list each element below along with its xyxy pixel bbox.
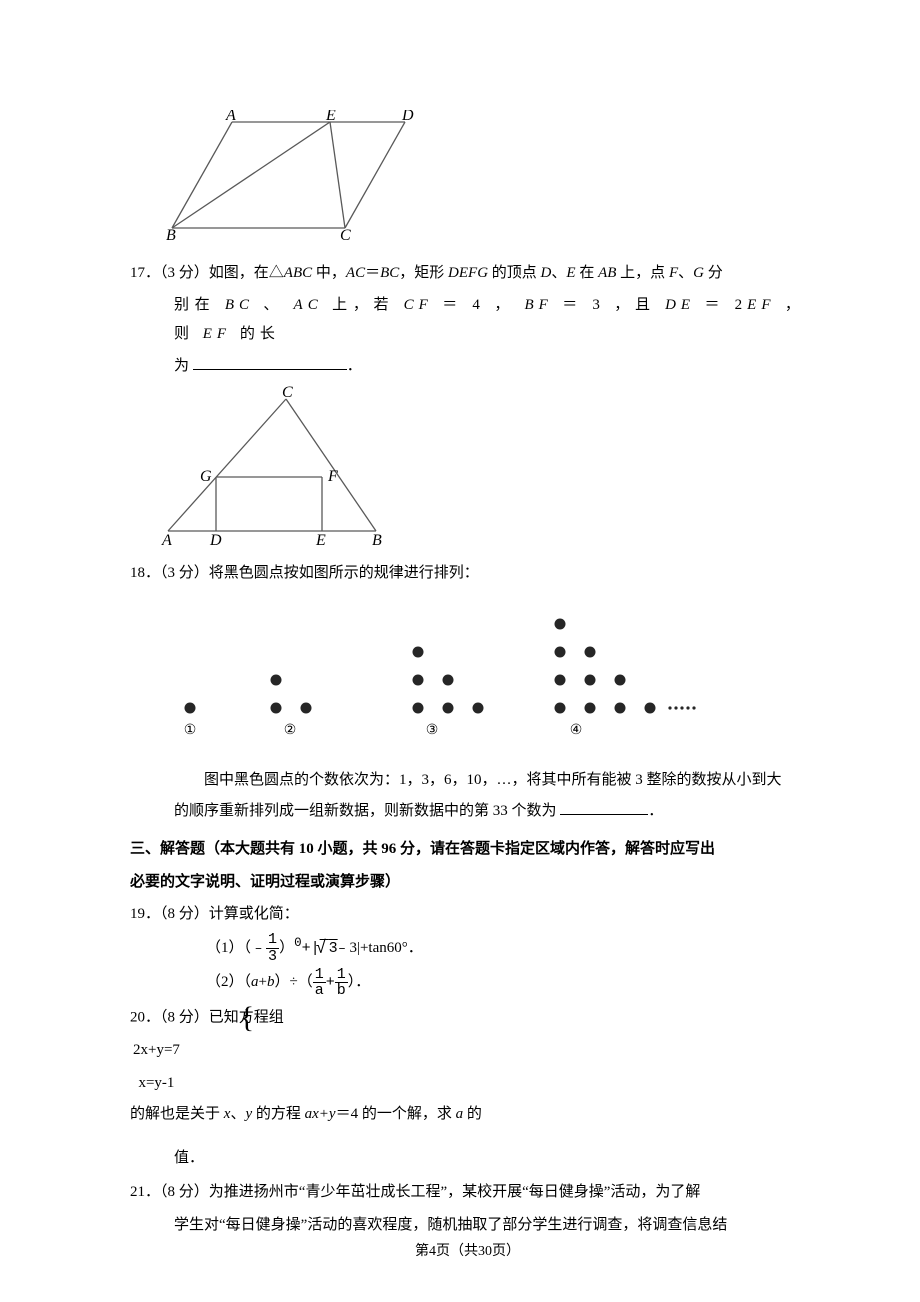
- q18-figure: ① ② ③ ④: [160, 590, 805, 761]
- q17-label-F: F: [327, 468, 338, 485]
- q18-stem: 18．（3 分）将黑色圆点按如图所示的规律进行排列：: [130, 559, 805, 588]
- q18-svg: ① ② ③ ④: [160, 590, 700, 750]
- q17-number: 17．: [130, 265, 160, 281]
- q19-number: 19．: [130, 906, 160, 922]
- q17-svg: C G F A D E B: [152, 385, 396, 549]
- q16-svg: A E D B C: [160, 110, 448, 242]
- q18-points: （3 分）: [160, 565, 209, 581]
- q16-label-B: B: [166, 227, 176, 242]
- q17-label-A: A: [161, 532, 172, 549]
- q20-line2: 值．: [130, 1144, 805, 1173]
- q17-line1: 17．（3 分）如图，在△ABC 中，AC＝BC，矩形 DEFG 的顶点 D、E…: [130, 259, 805, 288]
- q18-blank: [560, 799, 648, 815]
- svg-text:②: ②: [284, 723, 297, 738]
- q16-label-D: D: [401, 110, 414, 124]
- q20-points: （8 分）: [160, 1010, 209, 1026]
- q16-figure: A E D B C: [160, 110, 805, 253]
- q19-stem: 19．（8 分）计算或化简：: [130, 900, 805, 929]
- q17-label-D: D: [209, 532, 222, 549]
- q16-label-C: C: [340, 227, 351, 242]
- q17-label-C: C: [282, 385, 293, 401]
- q17-figure: C G F A D E B: [152, 385, 805, 560]
- q18-explain-b: 的顺序重新排列成一组新数据，则新数据中的第 33 个数为 ．: [130, 797, 805, 826]
- q17-label-E: E: [315, 532, 326, 549]
- q17-line2: 别在 BC 、 AC 上，若 CF ＝ 4 ， BF ＝ 3 ，且 DE ＝ 2…: [130, 291, 805, 348]
- q17-line3: 为 ．: [130, 352, 805, 381]
- q18-number: 18．: [130, 565, 160, 581]
- q16-label-A: A: [225, 110, 236, 124]
- q20-number: 20．: [130, 1010, 160, 1026]
- q21-number: 21．: [130, 1184, 160, 1200]
- q20-line1: 20．（8 分）已知方程组{: [130, 1003, 805, 1033]
- section3-title-b: 必要的文字说明、证明过程或演算步骤）: [130, 868, 805, 897]
- svg-text:④: ④: [570, 723, 583, 738]
- q21-line2: 学生对“每日健身操”活动的喜欢程度，随机抽取了部分学生进行调查，将调查信息结: [130, 1211, 805, 1240]
- q18-explain-a: 图中黑色圆点的个数依次为：1，3，6，10，…，将其中所有能被 3 整除的数按从…: [130, 766, 805, 795]
- section3-title-a: 三、解答题（本大题共有 10 小题，共 96 分，请在答题卡指定区域内作答，解答…: [130, 835, 805, 864]
- svg-text:①: ①: [184, 723, 197, 738]
- q19-part2: （2）（a+b）÷（1a+1b）．: [130, 967, 805, 1000]
- q19-points: （8 分）: [160, 906, 209, 922]
- svg-text:③: ③: [426, 723, 439, 738]
- q17-label-G: G: [200, 468, 212, 485]
- page-footer: 第4页（共30页）: [130, 1239, 805, 1266]
- q17-points: （3 分）: [160, 265, 209, 281]
- q21-points: （8 分）: [160, 1184, 209, 1200]
- q19-part1: （1）（﹣13）0+| 3√﹣3|+tan60°．: [130, 931, 805, 965]
- q17-blank: [193, 354, 347, 370]
- q17-label-B: B: [372, 532, 382, 549]
- q21-line1: 21．（8 分）为推进扬州市“青少年茁壮成长工程”，某校开展“每日健身操”活动，…: [130, 1178, 805, 1207]
- q16-label-E: E: [325, 110, 336, 124]
